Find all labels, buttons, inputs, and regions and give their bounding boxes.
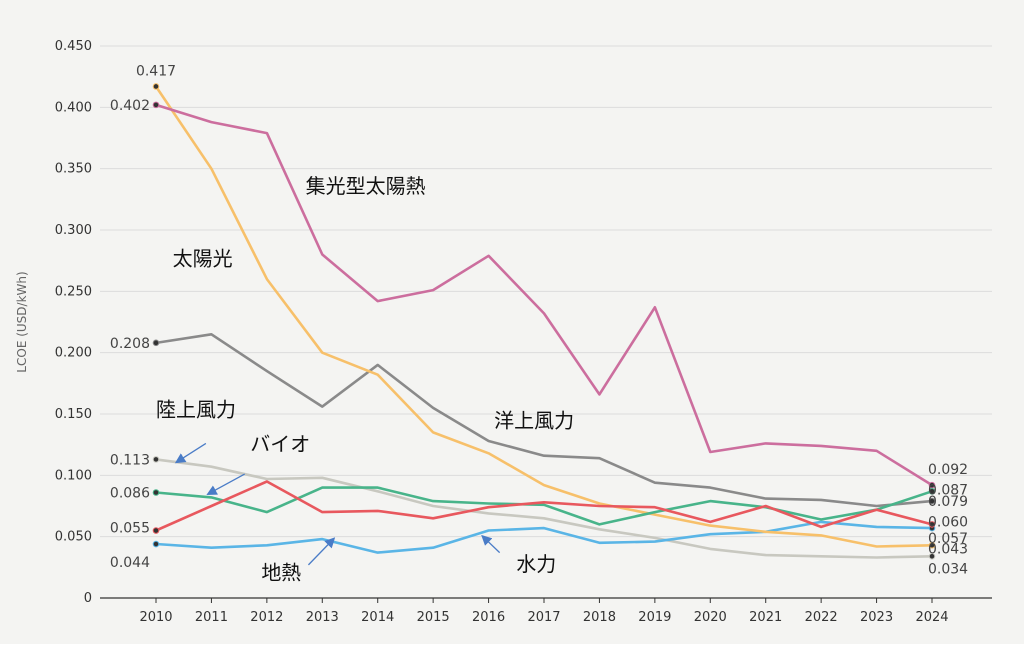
series-name-label: バイオ: [250, 432, 310, 456]
start-value-label: 0.113: [110, 452, 150, 468]
series-name-label: 洋上風力: [494, 408, 574, 432]
endpoint-marker: [152, 527, 160, 534]
y-tick-label: 0.050: [55, 530, 92, 545]
x-tick-label: 2020: [694, 610, 727, 625]
x-tick-label: 2024: [915, 610, 948, 625]
endpoint-marker: [152, 489, 160, 496]
x-tick-label: 2023: [860, 610, 893, 625]
y-axis-title: LCOE (USD/kWh): [15, 271, 29, 372]
endpoint-marker: [928, 552, 936, 560]
x-tick-label: 2010: [139, 610, 172, 625]
end-value-label: 0.087: [928, 482, 968, 498]
x-tick-label: 2015: [417, 610, 450, 625]
start-value-label: 0.044: [110, 555, 150, 571]
annotation-arrow: [174, 442, 207, 464]
end-value-label: 0.043: [928, 541, 968, 557]
y-tick-label: 0.100: [55, 468, 92, 483]
series-name-label: 地熱: [261, 561, 301, 585]
endpoint-marker: [928, 521, 936, 528]
annotation-arrow: [206, 473, 245, 495]
series-name-label: 陸上風力: [156, 397, 236, 421]
y-tick-label: 0.150: [55, 407, 92, 422]
y-tick-label: 0.450: [55, 39, 92, 54]
series-name-label: 太陽光: [173, 247, 233, 271]
series-line-7: [155, 520, 933, 554]
start-value-label: 0.417: [136, 63, 176, 79]
y-tick-label: 0.200: [55, 346, 92, 361]
start-value-label: 0.086: [110, 486, 150, 502]
series-line-6: [155, 480, 933, 532]
endpoint-marker: [152, 540, 160, 548]
end-value-label: 0.057: [928, 531, 968, 547]
y-tick-label: 0.400: [55, 100, 92, 115]
start-value-label: 0.055: [110, 521, 150, 537]
annotation-arrow: [481, 534, 501, 554]
endpoint-marker: [152, 83, 160, 90]
annotation-arrow: [307, 537, 336, 566]
series-line-5: [155, 486, 933, 526]
series-line-1: [154, 85, 933, 548]
x-tick-label: 2012: [250, 610, 283, 625]
end-value-label: 0.060: [928, 514, 968, 530]
endpoint-marker: [928, 481, 936, 489]
end-value-label: 0.034: [928, 561, 968, 577]
x-tick-label: 2011: [195, 610, 228, 625]
endpoint-marker: [152, 339, 160, 347]
endpoint-marker: [152, 101, 160, 109]
series-name-label: 水力: [516, 552, 556, 576]
series-line-2: [155, 103, 933, 487]
x-tick-label: 2016: [472, 610, 505, 625]
endpoint-marker: [928, 497, 936, 505]
start-value-label: 0.208: [110, 336, 150, 352]
series-line-3: [155, 332, 933, 508]
series-line-4: [155, 458, 933, 559]
endpoint-marker: [152, 456, 160, 463]
start-value-label: 0.402: [110, 98, 150, 114]
x-tick-label: 2018: [583, 610, 616, 625]
y-tick-label: 0.300: [55, 223, 92, 238]
y-tick-label: 0.350: [55, 162, 92, 177]
x-tick-label: 2021: [749, 610, 782, 625]
x-tick-label: 2013: [306, 610, 339, 625]
endpoint-marker: [928, 541, 936, 549]
y-tick-label: 0: [84, 591, 92, 606]
series-name-label: 集光型太陽熱: [306, 174, 426, 198]
endpoint-marker: [928, 487, 936, 495]
x-tick-label: 2022: [805, 610, 838, 625]
y-tick-label: 0.250: [55, 284, 92, 299]
x-tick-label: 2017: [527, 610, 560, 625]
x-tick-label: 2014: [361, 610, 394, 625]
end-value-label: 0.092: [928, 462, 968, 478]
x-tick-label: 2019: [638, 610, 671, 625]
end-value-label: 0.079: [928, 494, 968, 510]
